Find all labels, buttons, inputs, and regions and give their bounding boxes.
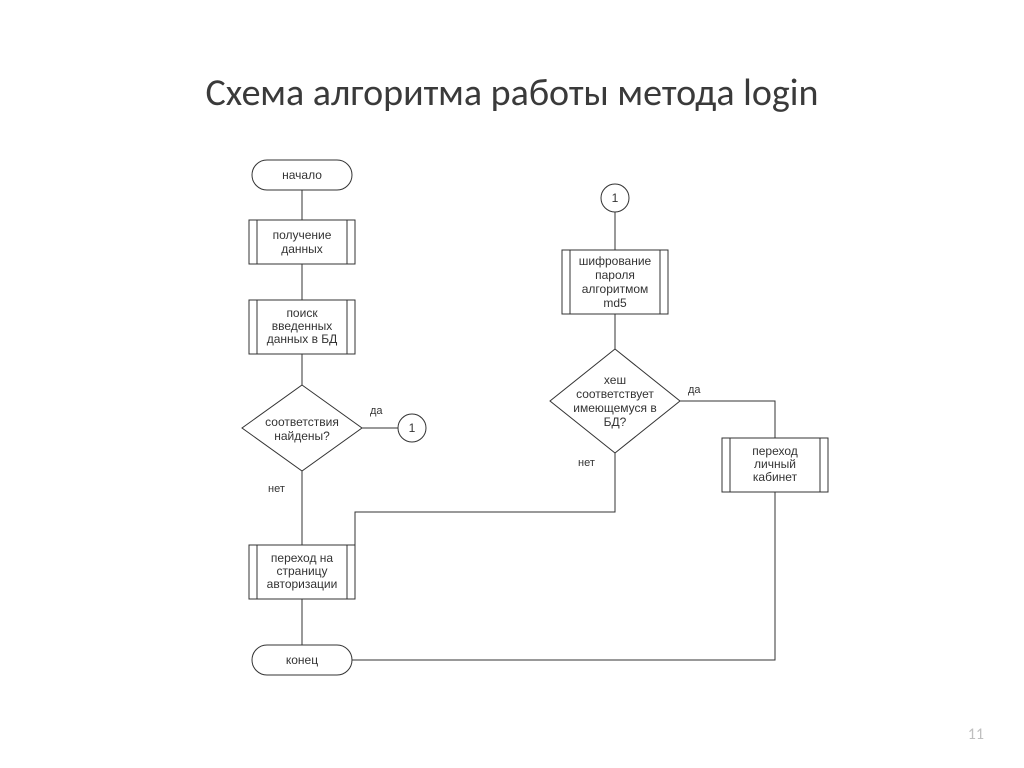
edge-label: да bbox=[688, 384, 701, 396]
node-decision-match: соответствия найдены? bbox=[242, 385, 362, 471]
svg-text:данных в БД: данных в БД bbox=[267, 332, 338, 346]
svg-text:1: 1 bbox=[612, 191, 619, 205]
svg-text:конец: конец bbox=[286, 653, 318, 667]
svg-text:авторизации: авторизации bbox=[267, 577, 338, 591]
node-md5-hash: шифрование пароля алгоритмом md5 bbox=[562, 250, 668, 314]
node-goto-auth: переход на страницу авторизации bbox=[249, 545, 355, 599]
svg-text:соответствия: соответствия bbox=[265, 415, 339, 429]
svg-text:1: 1 bbox=[409, 421, 416, 435]
node-decision-hash: хеш соответствует имеющемуся в БД? bbox=[550, 349, 680, 453]
svg-text:начало: начало bbox=[282, 168, 322, 182]
svg-text:страницу: страницу bbox=[276, 564, 327, 578]
svg-text:переход: переход bbox=[752, 444, 798, 458]
svg-text:хеш: хеш bbox=[604, 373, 626, 387]
svg-text:md5: md5 bbox=[603, 296, 627, 310]
svg-text:введенных: введенных bbox=[272, 319, 333, 333]
edge-label: нет bbox=[268, 483, 285, 495]
edge-label: да bbox=[370, 405, 383, 417]
svg-text:пароля: пароля bbox=[595, 268, 635, 282]
node-get-data: получение данных bbox=[249, 220, 355, 264]
svg-text:получение: получение bbox=[273, 228, 332, 242]
node-goto-cabinet: переход личный кабинет bbox=[722, 438, 828, 492]
svg-text:данных: данных bbox=[281, 242, 323, 256]
svg-text:кабинет: кабинет bbox=[753, 470, 798, 484]
svg-text:алгоритмом: алгоритмом bbox=[582, 282, 649, 296]
node-search-db: поиск введенных данных в БД bbox=[249, 300, 355, 354]
svg-text:БД?: БД? bbox=[604, 415, 627, 429]
node-connector-1-out: 1 bbox=[398, 414, 426, 442]
svg-text:соответствует: соответствует bbox=[576, 387, 654, 401]
svg-text:шифрование: шифрование bbox=[579, 254, 652, 268]
node-start: начало bbox=[252, 160, 352, 190]
node-end: конец bbox=[252, 645, 352, 675]
svg-text:личный: личный bbox=[754, 457, 796, 471]
svg-text:имеющемуся в: имеющемуся в bbox=[573, 401, 657, 415]
svg-text:поиск: поиск bbox=[286, 306, 318, 320]
edge-label: нет bbox=[578, 457, 595, 469]
flowchart-canvas: да нет да нет начало получение данн bbox=[0, 0, 1024, 768]
node-connector-1-in: 1 bbox=[601, 184, 629, 212]
svg-text:найдены?: найдены? bbox=[274, 429, 330, 443]
svg-text:переход на: переход на bbox=[271, 551, 333, 565]
